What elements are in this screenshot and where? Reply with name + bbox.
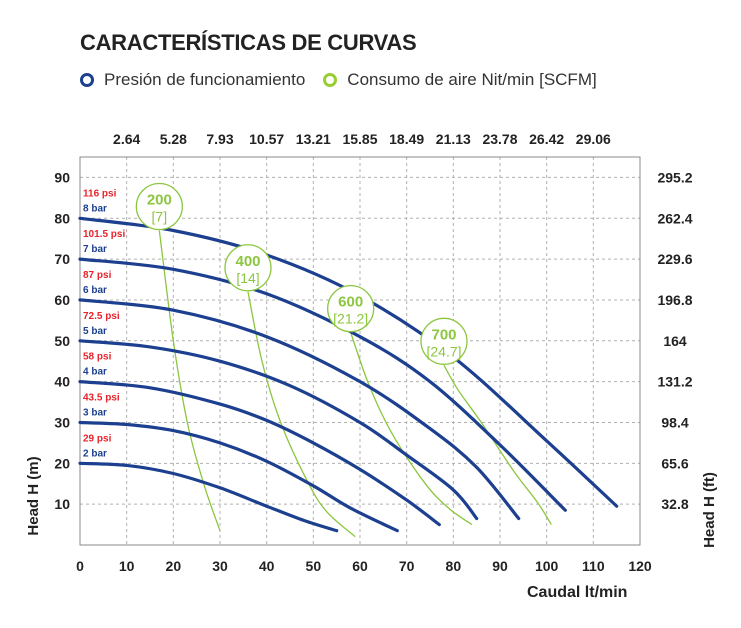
x-tick-label: 100 [535, 558, 559, 574]
y-right-tick-label: 262.4 [657, 210, 692, 226]
plot-frame [79, 156, 641, 546]
x-tick-label: 20 [166, 558, 182, 574]
x-tick-label: 10 [119, 558, 135, 574]
y-right-tick-label: 196.8 [657, 292, 692, 308]
air-bubble-value: 600 [338, 294, 363, 311]
bar-label: 3 bar [83, 407, 107, 418]
air-curve-400 [247, 291, 356, 538]
y-right-axis-label: Head H (ft) [701, 472, 718, 548]
x-tick-label: 50 [306, 558, 322, 574]
x-top-tick-label: 2.64 [113, 131, 140, 147]
bar-label: 2 bar [83, 448, 107, 459]
air-bubble-scfm: [21.2] [333, 311, 368, 327]
psi-label: 87 psi [83, 270, 112, 281]
x-tick-label: 110 [582, 558, 605, 574]
x-top-tick-label: 29.06 [576, 131, 611, 147]
bar-label: 5 bar [83, 326, 107, 337]
x-tick-label: 70 [399, 558, 415, 574]
y-tick-label: 50 [54, 333, 70, 349]
psi-label: 72.5 psi [83, 311, 120, 322]
x-tick-label: 0 [76, 558, 84, 574]
legend-label-pressure: Presión de funcionamiento [104, 70, 306, 89]
x-tick-label: 40 [259, 558, 275, 574]
x-top-tick-label: 15.85 [342, 131, 377, 147]
pressure-curve-5-bar [78, 339, 479, 521]
legend-swatch-air [323, 73, 338, 87]
x-top-tick-label: 13.21 [296, 131, 331, 147]
y-tick-label: 40 [54, 374, 70, 390]
air-consumption-labels: 200[7] 400[14] 600[21.2] 700[24.7] [135, 182, 468, 365]
x-top-tick-label: 5.28 [160, 131, 187, 147]
pressure-curve-7-bar [78, 257, 567, 512]
air-bubble [327, 284, 375, 333]
air-consumption-curves [158, 230, 552, 538]
y-right-tick-label: 131.2 [657, 374, 692, 390]
x-top-tick-label: 26.42 [529, 131, 564, 147]
pressure-curve-2-bar [78, 461, 339, 533]
air-curve-600 [350, 332, 473, 526]
y-right-tick-label: 98.4 [661, 414, 688, 430]
legend-label-air: Consumo de aire Nit/min [SCFM] [347, 70, 597, 89]
axis-ticks: 0 10 20 30 40 50 60 70 80 90 100 110 120 10 20 30 40 50 60… [54, 131, 692, 574]
x-axis-label: Caudal lt/min [527, 584, 627, 601]
y-tick-label: 70 [54, 251, 70, 267]
x-top-tick-label: 10.57 [249, 131, 284, 147]
psi-label: 116 psi [83, 188, 117, 199]
y-axis-label: Head H (m) [25, 456, 42, 535]
legend-item-air: Consumo de aire Nit/min [SCFM] [323, 70, 597, 90]
pressure-curve-3-bar [78, 420, 399, 533]
x-top-tick-label: 23.78 [482, 131, 517, 147]
legend: Presión de funcionamiento Consumo de air… [80, 68, 597, 92]
chart-title: CARACTERÍSTICAS DE CURVAS [80, 30, 417, 55]
bar-label: 4 bar [83, 367, 107, 378]
psi-label: 29 psi [83, 433, 112, 444]
psi-label: 58 psi [83, 352, 112, 363]
pressure-curves [78, 216, 619, 533]
air-bubble-value: 700 [431, 326, 456, 343]
x-top-tick-label: 7.93 [206, 131, 233, 147]
pressure-curve-6-bar [78, 298, 521, 521]
legend-swatch-pressure [80, 73, 94, 87]
pressure-curve-4-bar [78, 380, 441, 527]
x-tick-label: 80 [446, 558, 462, 574]
y-tick-label: 60 [54, 292, 70, 308]
psi-label: 43.5 psi [83, 392, 120, 403]
bar-label: 7 bar [83, 244, 107, 255]
air-curve-200 [158, 230, 221, 531]
y-right-tick-label: 295.2 [657, 169, 692, 185]
y-tick-label: 90 [54, 169, 70, 185]
bar-label: 6 bar [83, 285, 107, 296]
y-tick-label: 30 [54, 414, 70, 430]
air-bubble-scfm: [14] [236, 270, 259, 286]
air-bubble [224, 244, 272, 292]
air-bubble-value: 200 [147, 192, 172, 209]
x-top-tick-label: 18.49 [389, 131, 424, 147]
air-bubble-value: 400 [235, 253, 260, 270]
air-curve-700 [443, 364, 552, 525]
y-right-tick-label: 229.6 [657, 251, 692, 267]
x-top-tick-label: 21.13 [436, 131, 471, 147]
x-tick-label: 30 [212, 558, 228, 574]
bar-label: 8 bar [83, 203, 107, 214]
y-right-tick-label: 32.8 [661, 496, 688, 512]
x-tick-label: 90 [492, 558, 508, 574]
air-bubble [420, 317, 468, 365]
y-tick-label: 20 [54, 455, 70, 471]
air-bubble [135, 182, 183, 231]
y-right-tick-label: 164 [663, 333, 687, 349]
psi-label: 101.5 psi [83, 229, 125, 240]
air-bubble-scfm: [7] [152, 209, 168, 225]
y-tick-label: 80 [54, 210, 70, 226]
x-tick-label: 120 [628, 558, 652, 574]
air-bubble-scfm: [24.7] [426, 343, 461, 359]
x-tick-label: 60 [352, 558, 368, 574]
pressure-labels: 29 psi 2 bar 43.5 psi 3 bar 58 psi 4 bar 72.5 … [83, 188, 125, 459]
legend-item-pressure: Presión de funcionamiento [80, 70, 305, 90]
y-right-tick-label: 65.6 [661, 455, 688, 471]
y-tick-label: 10 [54, 496, 70, 512]
